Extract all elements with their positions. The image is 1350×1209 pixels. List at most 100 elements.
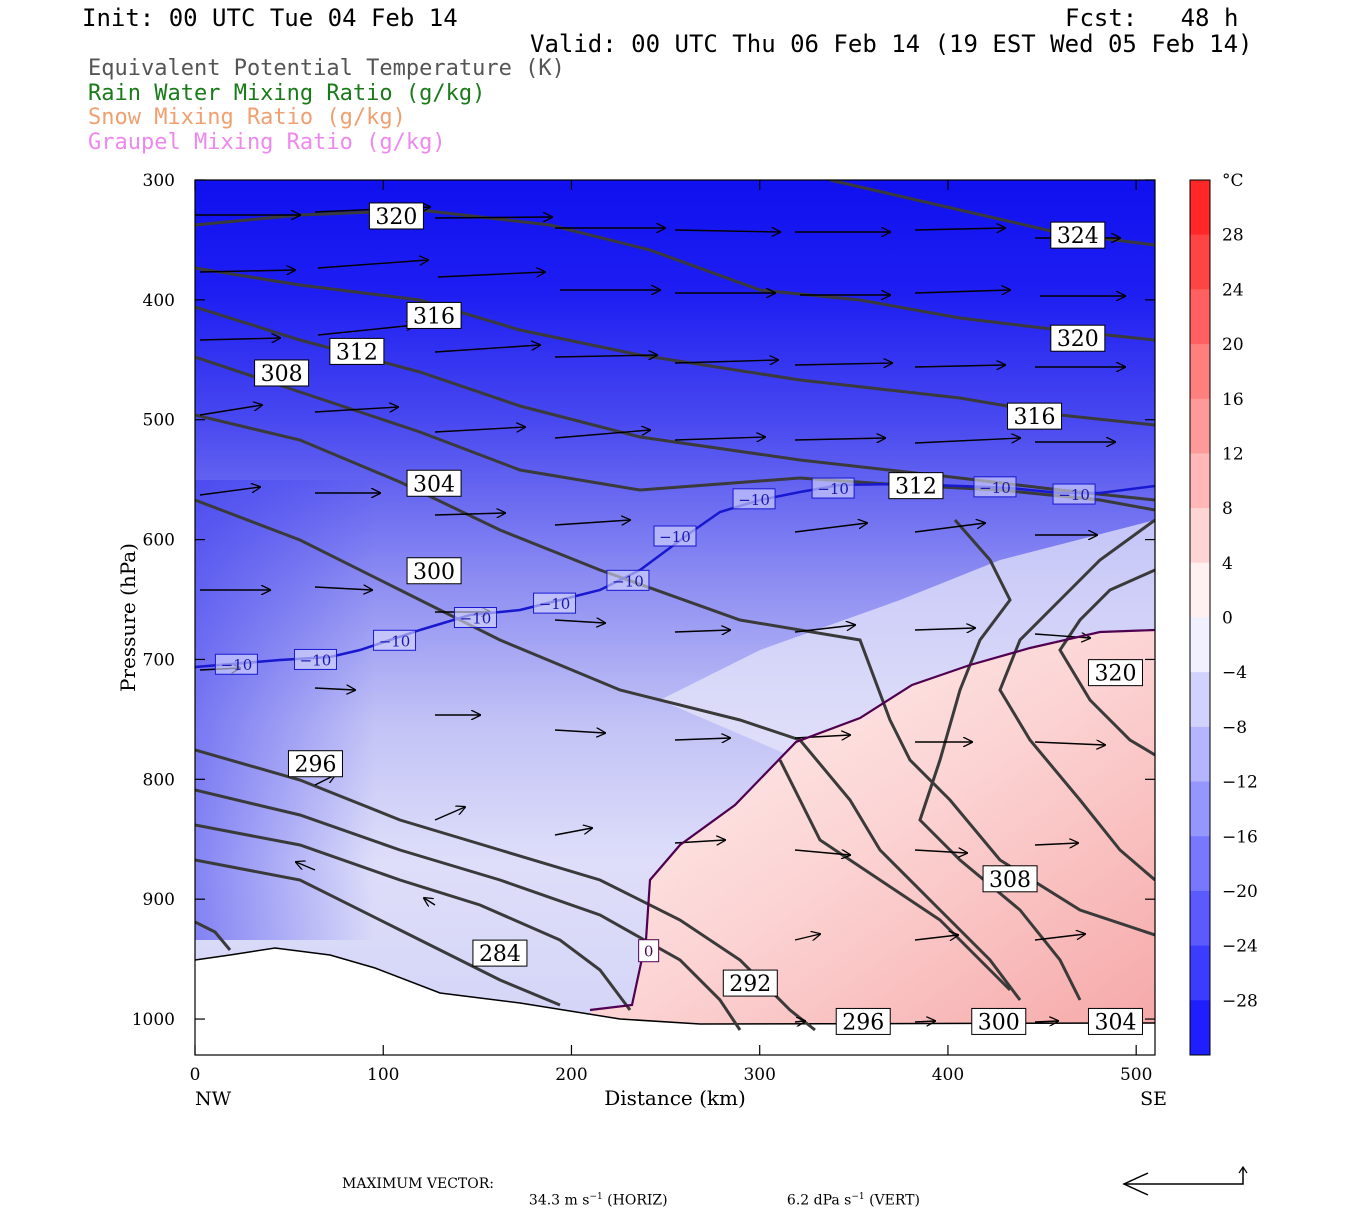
contour-labels: 320 324 316 312 308 320 316 304 312 300 320 296 308 2… xyxy=(214,202,1143,1035)
x-tick-label: 200 xyxy=(555,1065,587,1085)
colorbar-unit: °C xyxy=(1222,171,1244,191)
minus10-label: −10 xyxy=(300,651,332,669)
colorbar-segment xyxy=(1190,617,1210,673)
minus10-label-box xyxy=(653,525,697,547)
wind-vectors xyxy=(195,207,1125,1022)
vert-sup: −1 xyxy=(851,1192,865,1202)
colorbar-segment xyxy=(1190,726,1210,783)
colorbar-segment xyxy=(1190,453,1210,509)
x-tick-label: 500 xyxy=(1120,1065,1152,1085)
colorbar-tick-label: −20 xyxy=(1222,882,1258,902)
minus10-label: −10 xyxy=(817,480,849,498)
y-tick-label: 1000 xyxy=(132,1010,175,1030)
colorbar-tick-label: −16 xyxy=(1222,827,1258,847)
minus10-label-box xyxy=(606,569,650,591)
colorbar-segment xyxy=(1190,289,1210,345)
theta-e-label: 296 xyxy=(294,753,336,778)
theta-e-label: 312 xyxy=(895,475,937,500)
colorbar-tick-label: 24 xyxy=(1222,280,1244,300)
theta-e-label: 320 xyxy=(1057,327,1099,352)
zero-label-box xyxy=(638,939,660,963)
colorbar-tick-label: 28 xyxy=(1222,226,1244,246)
legend-theta-e: Equivalent Potential Temperature (K) xyxy=(88,56,565,81)
colorbar-frame xyxy=(1189,179,1211,1056)
theta-e-label-box xyxy=(406,557,462,585)
minus10-label-box xyxy=(293,648,337,670)
y-tick-label: 300 xyxy=(143,171,175,191)
colorbar-tick-label: −4 xyxy=(1222,663,1247,683)
axes: 300 400 500 600 700 800 900 1000 0 100 200 300 400 50… xyxy=(116,171,1167,1110)
colorbar-tick-label: −24 xyxy=(1222,937,1258,957)
y-tick-label: 400 xyxy=(143,291,175,311)
horiz-suffix: (HORIZ) xyxy=(602,1192,668,1209)
max-vector-vert: 6.2 dPa s−1 (VERT) xyxy=(778,1176,920,1209)
plot-frame xyxy=(194,179,1156,1056)
max-vector-label: MAXIMUM VECTOR: xyxy=(342,1176,494,1192)
theta-e-label-box xyxy=(1050,221,1106,249)
colorbar-segment xyxy=(1190,836,1210,892)
minus10-label: −10 xyxy=(612,572,644,590)
vert-value: 6.2 dPa s xyxy=(786,1192,852,1209)
theta-e-label-box xyxy=(835,1007,891,1035)
colorbar-segment xyxy=(1190,398,1210,454)
x-tick-label: 100 xyxy=(367,1065,399,1085)
theta-e-label-box xyxy=(1087,659,1143,687)
colorbar-tick-label: 0 xyxy=(1222,609,1233,629)
minus10-label-box xyxy=(973,476,1017,498)
theta-e-label: 316 xyxy=(413,304,455,329)
theta-e-label: 300 xyxy=(413,560,455,585)
colorbar-segment xyxy=(1190,1000,1210,1056)
theta-e-label-box xyxy=(287,750,343,778)
colorbar-segment xyxy=(1190,562,1210,618)
colorbar-tick-label: 20 xyxy=(1222,335,1244,355)
minus10-label: −10 xyxy=(738,491,770,509)
warm-region xyxy=(590,630,1155,1030)
theta-e-label-box xyxy=(971,1007,1027,1035)
reference-vector-icon xyxy=(1122,1165,1248,1196)
minus10-label-box xyxy=(732,488,776,510)
colorbar-segment xyxy=(1190,945,1210,1001)
colorbar-segment xyxy=(1190,508,1210,564)
theta-e-label-box xyxy=(1050,324,1106,352)
theta-e-label: 304 xyxy=(1094,1010,1136,1035)
minus10-label: −10 xyxy=(379,632,411,650)
minus10-label-box xyxy=(214,653,258,675)
theta-e-label: 320 xyxy=(375,205,417,230)
temperature-shading-left xyxy=(195,480,375,940)
x-tick-label: 0 xyxy=(190,1065,201,1085)
theta-e-label-box xyxy=(1087,1007,1143,1035)
theta-e-label-box xyxy=(368,202,424,230)
theta-e-label: 308 xyxy=(261,362,303,387)
theta-e-label-box xyxy=(722,969,778,997)
horiz-value: 34.3 m s xyxy=(528,1192,590,1209)
theta-e-label-box xyxy=(1007,402,1063,430)
valid-time: Valid: 00 UTC Thu 06 Feb 14 (19 EST Wed … xyxy=(530,30,1253,58)
y-tick-label: 700 xyxy=(143,650,175,670)
colorbar-tick-label: −12 xyxy=(1222,773,1258,793)
colorbar-tick-label: 8 xyxy=(1222,499,1233,519)
y-tick-label: 800 xyxy=(143,770,175,790)
colorbar-segment xyxy=(1190,180,1210,236)
minus10-label-box xyxy=(533,592,577,614)
minus10-label: −10 xyxy=(1058,486,1090,504)
vert-suffix: (VERT) xyxy=(864,1192,920,1209)
legend-graupel: Graupel Mixing Ratio (g/kg) xyxy=(88,130,446,155)
colorbar-segment xyxy=(1190,890,1210,947)
colorbar-segment xyxy=(1190,672,1210,728)
theta-e-label: 312 xyxy=(336,340,378,365)
x-tick-label: 400 xyxy=(932,1065,964,1085)
minus10-label-box xyxy=(453,607,497,628)
upper-right-light-region xyxy=(660,520,1155,760)
minus10-label: −10 xyxy=(539,595,571,613)
theta-e-label: 316 xyxy=(1014,405,1056,430)
zero-label: 0 xyxy=(644,943,654,961)
colorbar-tick-label: −8 xyxy=(1222,718,1247,738)
colorbar-tick-label: 16 xyxy=(1222,390,1244,410)
legend-rain-water: Rain Water Mixing Ratio (g/kg) xyxy=(88,81,486,106)
theta-e-label-box xyxy=(254,359,310,387)
colorbar-segment xyxy=(1190,781,1210,837)
theta-e-label: 284 xyxy=(479,942,521,967)
y-axis-title: Pressure (hPa) xyxy=(116,543,140,692)
x-left-end-label: NW xyxy=(195,1088,232,1110)
theta-e-label: 292 xyxy=(729,972,771,997)
